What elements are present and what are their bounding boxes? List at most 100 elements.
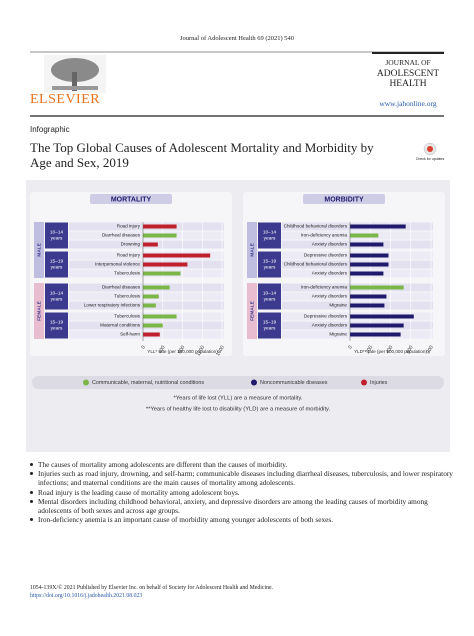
bar — [143, 262, 188, 267]
legend-swatch — [361, 379, 367, 386]
age-unit: years — [51, 296, 63, 302]
sex-label: FEMALE — [36, 300, 42, 321]
journal-line: Journal of Adolescent Health 69 (2021) 5… — [179, 35, 295, 42]
age-box — [45, 312, 68, 339]
bar — [143, 294, 159, 299]
bar-label: Lower respiratory infections — [84, 303, 141, 308]
journal-title-line: HEALTH — [389, 79, 427, 89]
bar-label: Iron-deficiency anemia — [301, 285, 348, 290]
bar — [143, 303, 156, 308]
bar — [143, 253, 211, 258]
bar — [143, 332, 160, 337]
bar — [350, 285, 404, 290]
age-label: 10–14 — [263, 229, 277, 235]
section: Infographic — [30, 125, 70, 134]
x-tick-label: 1200 — [195, 344, 206, 357]
bullet: The causes of mortality among adolescent… — [30, 460, 458, 469]
age-box — [258, 312, 281, 339]
bar — [143, 242, 158, 247]
x-tick-label: 600 — [405, 344, 414, 354]
x-tick-label: 400 — [157, 344, 166, 354]
bar-label: Road injury — [117, 224, 141, 229]
bar-label: Diarrheal diseases — [102, 285, 141, 290]
panel-title: MORBIDITY — [324, 196, 364, 203]
bullet: Road injury is the leading cause of mort… — [30, 488, 458, 497]
x-tick-label: 400 — [385, 344, 394, 354]
bar — [350, 233, 379, 238]
age-box — [45, 251, 68, 278]
bar — [143, 323, 163, 328]
legend-label: Injuries — [370, 380, 388, 386]
age-box — [258, 222, 281, 249]
bar-label: Childhood behavioral disorders — [284, 262, 348, 267]
legend-bg — [32, 376, 444, 389]
bar-label: Depressive disorders — [304, 314, 348, 319]
bar-label: Anxiety disorders — [312, 271, 348, 276]
x-tick-label: 0 — [140, 344, 147, 350]
legend-swatch — [251, 379, 257, 386]
x-tick-label: 800 — [177, 344, 186, 354]
footer-issn: 1054-139X/© 2021 Published by Elsevier I… — [30, 585, 273, 591]
bar — [350, 332, 401, 337]
bar-label: Maternal conditions — [100, 323, 141, 328]
journal-title-line: ADOLESCENT — [376, 68, 440, 79]
bar-label: Tuberculosis — [114, 294, 141, 299]
bar-label: Migraine — [329, 332, 347, 337]
publisher: ELSEVIER — [30, 92, 101, 107]
x-axis-label: YLD** rate (per 100,000 population) — [354, 349, 428, 354]
bar-label: Road injury — [117, 253, 141, 258]
bar — [350, 314, 414, 319]
bar — [143, 314, 177, 319]
bar-label: Tuberculosis — [114, 314, 141, 319]
bar-label: Interpersonal violence — [95, 262, 140, 267]
bullet: Iron-deficiency anemia is an important c… — [30, 515, 458, 524]
age-box — [45, 283, 68, 310]
badge-icon — [423, 142, 437, 156]
bar-label: Diarrheal diseases — [102, 233, 141, 238]
bar — [350, 303, 385, 308]
badge-text[interactable]: Check for updates — [415, 157, 445, 161]
legend-swatch — [83, 379, 89, 386]
note: *Years of life lost (YLL) are a measure … — [174, 396, 303, 402]
bar-label: Self-harm — [120, 332, 140, 337]
bar — [143, 271, 181, 276]
bar — [350, 253, 389, 258]
bar — [143, 285, 170, 290]
x-tick-label: 800 — [426, 344, 435, 354]
bar — [350, 262, 389, 267]
journal-title: JOURNAL OF ADOLESCENT HEALTH — [372, 52, 444, 90]
bullets: The causes of mortality among adolescent… — [28, 460, 458, 524]
age-unit: years — [51, 264, 63, 270]
age-label: 10–14 — [263, 290, 277, 296]
age-label: 10–14 — [50, 290, 64, 296]
bar-label: Migraine — [329, 303, 347, 308]
x-tick-label: 0 — [347, 344, 354, 350]
sex-band — [247, 283, 257, 339]
x-tick-label: 200 — [365, 344, 374, 354]
footer-doi[interactable]: https://doi.org/10.1016/j.jadohealth.202… — [30, 593, 143, 599]
bar — [350, 224, 406, 229]
bar — [350, 242, 384, 247]
sex-label: MALE — [36, 242, 42, 256]
panel-title-bg — [90, 194, 172, 204]
age-unit: years — [264, 235, 276, 241]
article-title: The Top Global Causes of Adolescent Mort… — [30, 140, 374, 170]
bar-label: Anxiety disorders — [312, 323, 348, 328]
age-unit: years — [51, 235, 63, 241]
bullet: Injuries such as road injury, drowning, … — [30, 469, 458, 487]
bar — [143, 224, 177, 229]
sex-label: MALE — [249, 242, 255, 256]
bar-label: Iron-deficiency anemia — [301, 233, 348, 238]
sex-band — [34, 222, 44, 278]
age-box — [45, 222, 68, 249]
journal-url[interactable]: www.jahonline.org — [379, 99, 437, 108]
age-box — [258, 251, 281, 278]
journal-title-line: JOURNAL OF — [385, 58, 431, 67]
bar — [350, 271, 384, 276]
age-label: 15–19 — [50, 258, 64, 264]
bar-label: Childhood behavioral disorders — [284, 224, 348, 229]
sex-band — [34, 283, 44, 339]
bar-label: Anxiety disorders — [312, 294, 348, 299]
